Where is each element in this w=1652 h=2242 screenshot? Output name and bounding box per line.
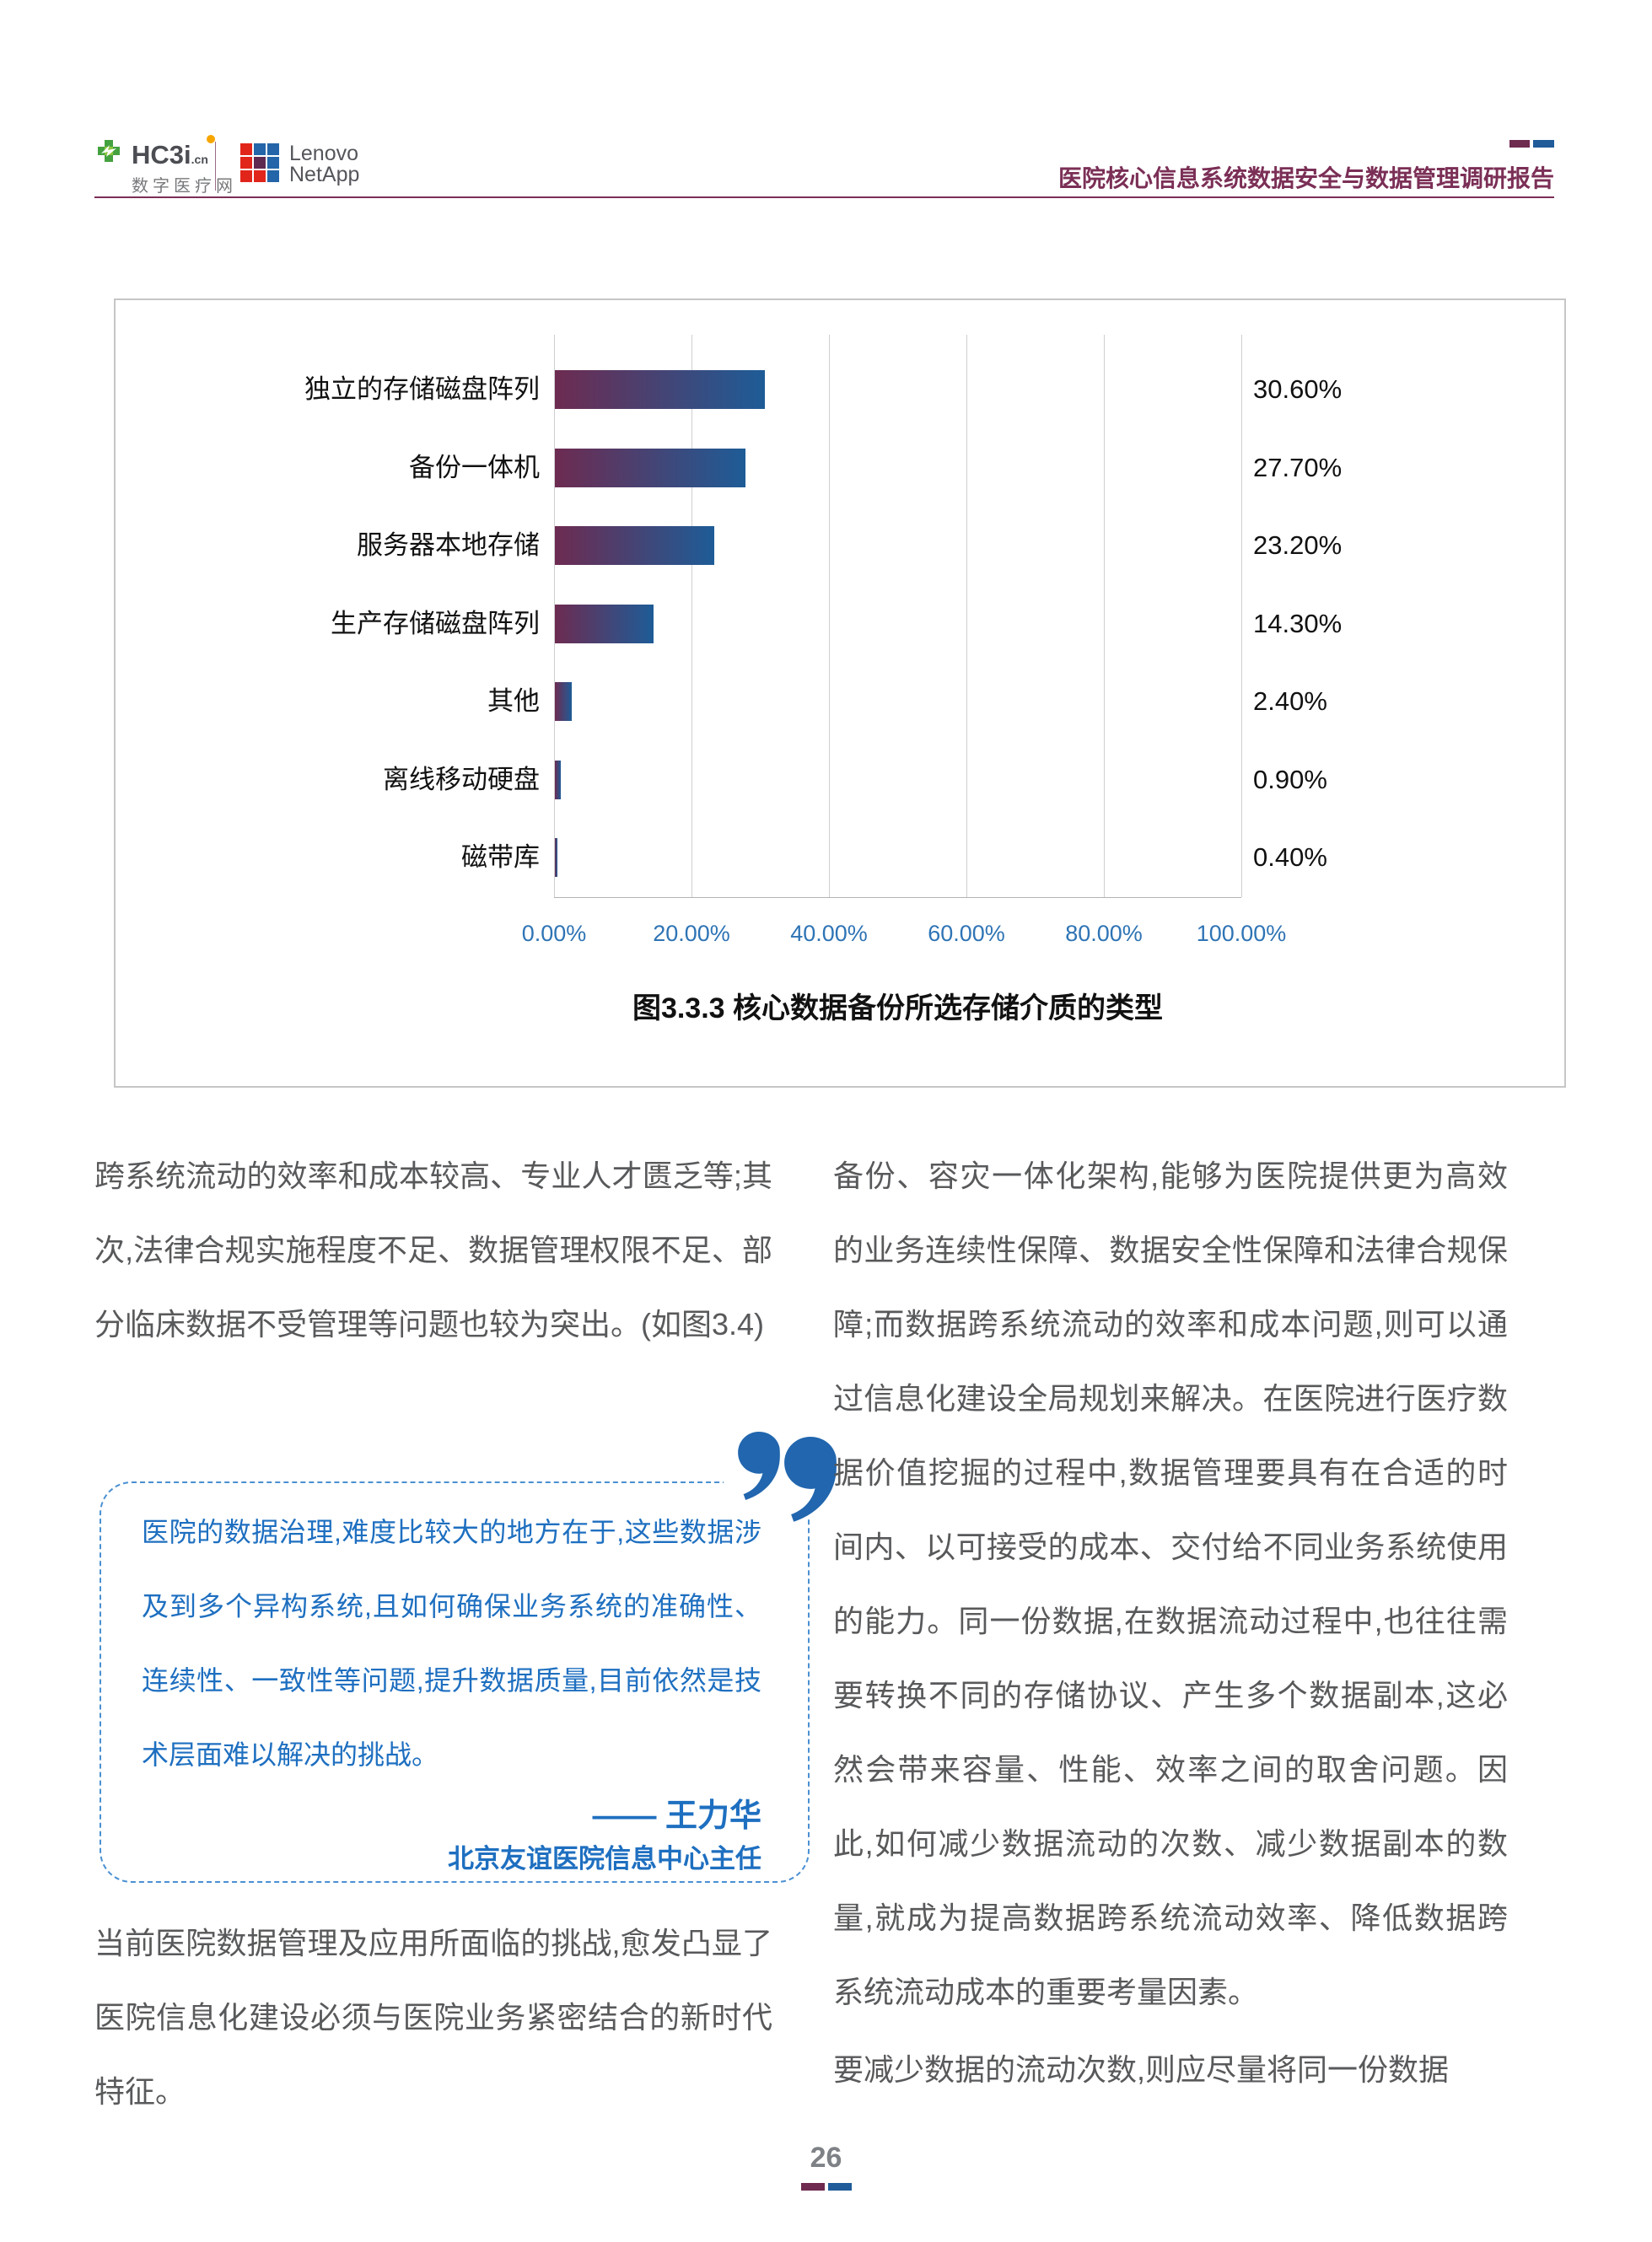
gridline: [1241, 335, 1242, 897]
bar: [555, 370, 766, 409]
page-number: 26: [810, 2142, 842, 2174]
gridline: [829, 335, 830, 897]
bar: [555, 761, 562, 799]
value-label: 30.60%: [1253, 374, 1343, 404]
quote-text: 医院的数据治理,难度比较大的地方在于,这些数据涉及到多个异构系统,且如何确保业务…: [142, 1517, 761, 1770]
category-label: 其他: [487, 686, 540, 716]
header-rule: [94, 196, 1554, 198]
x-axis-line: [554, 897, 1241, 898]
hc3i-logo: HC3i.cn 数字医疗网: [98, 135, 237, 196]
x-tick-label: 100.00%: [1196, 921, 1287, 946]
hc3i-subtitle: 数字医疗网: [132, 177, 237, 196]
report-title: 医院核心信息系统数据安全与数据管理调研报告: [1057, 165, 1554, 191]
value-label: 14.30%: [1253, 609, 1343, 638]
left-column-bottom: 当前医院数据管理及应用所面临的挑战,愈发凸显了医院信息化建设必须与医院业务紧密结…: [94, 1906, 772, 2129]
quote-author: —— 王力华: [592, 1798, 761, 1834]
hc3i-tld: .cn: [191, 153, 208, 166]
category-label: 生产存储磁盘阵列: [331, 609, 540, 638]
logo-divider: [215, 142, 216, 191]
bar: [555, 526, 715, 565]
chart-caption: 图3.3.3 核心数据备份所选存储介质的类型: [632, 992, 1164, 1024]
right-paragraph-2: 要减少数据的流动次数,则应尽量将同一份数据: [833, 2052, 1450, 2087]
header-accent-rect-blue: [1533, 140, 1554, 148]
category-label: 备份一体机: [409, 453, 540, 482]
gridline: [1104, 335, 1105, 897]
quote-icon-group: [724, 1425, 853, 1526]
chart-panel: 图3.3.3 核心数据备份所选存储介质的类型 0.00% 20.00% 40.00%…: [114, 298, 1566, 1088]
x-tick-label: 0.00%: [521, 921, 587, 946]
left-column: 跨系统流动的效率和成本较高、专业人才匮乏等;其次,法律合规实施程度不足、数据管理…: [94, 1139, 772, 1362]
gridline: [554, 335, 555, 897]
quote-author-title: 北京友谊医院信息中心主任: [448, 1844, 761, 1874]
hc3i-dot-icon: [207, 135, 215, 143]
gridline: [966, 335, 967, 897]
category-label: 独立的存储磁盘阵列: [304, 374, 540, 404]
footer-accent-rect-blue: [828, 2183, 852, 2191]
lenovo-netapp-logo-grid: [240, 143, 279, 182]
x-tick-label: 60.00%: [928, 921, 1005, 946]
header-accent-rect-maroon: [1509, 140, 1530, 148]
hc3i-wordmark: HC3i.cn: [132, 140, 208, 169]
right-paragraph-1: 备份、容灾一体化架构,能够为医院提供更为高效的业务连续性保障、数据安全性保障和法…: [833, 1159, 1508, 2009]
value-label: 0.90%: [1253, 765, 1327, 794]
value-label: 27.70%: [1253, 453, 1343, 482]
category-label: 离线移动硬盘: [383, 765, 540, 794]
bar: [555, 605, 654, 643]
value-label: 0.40%: [1253, 842, 1327, 872]
value-label: 23.20%: [1253, 530, 1343, 560]
x-tick-label: 80.00%: [1065, 921, 1143, 946]
left-paragraph-1: 跨系统流动的效率和成本较高、专业人才匮乏等;其次,法律合规实施程度不足、数据管理…: [94, 1159, 772, 1341]
lenovo-netapp-logo: Lenovo NetApp: [240, 143, 359, 185]
footer-accent-rect-maroon: [801, 2183, 825, 2191]
gridline: [691, 335, 692, 897]
bar: [555, 682, 572, 721]
lenovo-netapp-wordmark: Lenovo NetApp: [289, 142, 360, 186]
bar: [555, 449, 745, 487]
quote-icon: [738, 1432, 780, 1501]
category-label: 服务器本地存储: [357, 530, 540, 560]
quote-box: 医院的数据治理,难度比较大的地方在于,这些数据涉及到多个异构系统,且如何确保业务…: [100, 1481, 810, 1883]
category-label: 磁带库: [461, 842, 540, 872]
x-tick-label: 20.00%: [653, 921, 730, 946]
x-tick-label: 40.00%: [790, 921, 868, 946]
value-label: 2.40%: [1253, 686, 1327, 716]
bar: [555, 838, 558, 877]
hc3i-cross-icon: [98, 140, 120, 166]
left-paragraph-2: 当前医院数据管理及应用所面临的挑战,愈发凸显了医院信息化建设必须与医院业务紧密结…: [94, 1926, 772, 2109]
quote-icon: [784, 1437, 837, 1522]
right-column: 备份、容灾一体化架构,能够为医院提供更为高效的业务连续性保障、数据安全性保障和法…: [833, 1139, 1508, 2107]
